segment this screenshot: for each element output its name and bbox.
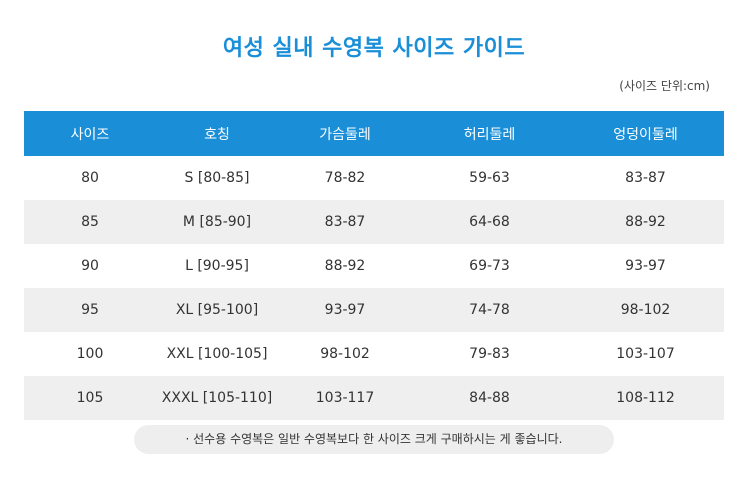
footnote: · 선수용 수영복은 일반 수영복보다 한 사이즈 크게 구매하시는 게 좋습니… bbox=[134, 425, 614, 454]
table-row: 90 L [90-95] 88-92 69-73 93-97 bbox=[24, 244, 724, 288]
cell-waist: 59-63 bbox=[469, 170, 510, 186]
table-row: 95 XL [95-100] 93-97 74-78 98-102 bbox=[24, 288, 724, 332]
size-guide-table: 사이즈 호칭 가슴둘레 허리둘레 엉덩이둘레 80 S [80-85] 78-8… bbox=[24, 111, 724, 420]
header-waist: 허리둘레 bbox=[412, 111, 567, 156]
cell-size: 105 bbox=[24, 376, 156, 420]
cell-size: 95 bbox=[24, 288, 156, 332]
cell-designation: S [80-85] bbox=[184, 170, 250, 186]
cell-bust: 83-87 bbox=[278, 200, 412, 244]
cell-bust: 88-92 bbox=[324, 258, 366, 274]
cell-waist: 64-68 bbox=[412, 200, 567, 244]
cell-waist: 84-88 bbox=[412, 376, 567, 420]
cell-hip: 88-92 bbox=[567, 200, 724, 244]
cell-bust: 103-117 bbox=[278, 376, 412, 420]
table-header-row: 사이즈 호칭 가슴둘레 허리둘레 엉덩이둘레 bbox=[24, 111, 724, 156]
cell-designation: L [90-95] bbox=[185, 258, 249, 274]
cell-hip: 108-112 bbox=[567, 376, 724, 420]
header-size: 사이즈 bbox=[24, 111, 156, 156]
table-row: 105 XXXL [105-110] 103-117 84-88 108-112 bbox=[24, 376, 724, 420]
cell-bust: 98-102 bbox=[320, 346, 370, 362]
cell-hip: 103-107 bbox=[616, 346, 675, 362]
table-row: 80 S [80-85] 78-82 59-63 83-87 bbox=[24, 156, 724, 200]
cell-waist: 79-83 bbox=[469, 346, 510, 362]
page-title: 여성 실내 수영복 사이즈 가이드 bbox=[222, 36, 526, 61]
cell-size: 80 bbox=[81, 170, 99, 186]
table-row: 85 M [85-90] 83-87 64-68 88-92 bbox=[24, 200, 724, 244]
header-designation: 호칭 bbox=[156, 111, 278, 156]
cell-bust: 78-82 bbox=[324, 170, 366, 186]
cell-size: 90 bbox=[81, 258, 99, 274]
cell-hip: 98-102 bbox=[567, 288, 724, 332]
cell-size: 85 bbox=[24, 200, 156, 244]
header-hip: 엉덩이둘레 bbox=[567, 111, 724, 156]
cell-waist: 69-73 bbox=[469, 258, 510, 274]
cell-designation: M [85-90] bbox=[156, 200, 278, 244]
header-bust: 가슴둘레 bbox=[278, 111, 412, 156]
cell-bust: 93-97 bbox=[278, 288, 412, 332]
table-row: 100 XXL [100-105] 98-102 79-83 103-107 bbox=[24, 332, 724, 376]
cell-waist: 74-78 bbox=[412, 288, 567, 332]
cell-designation: XXL [100-105] bbox=[166, 346, 268, 362]
unit-note: (사이즈 단위:cm) bbox=[619, 79, 710, 93]
cell-designation: XL [95-100] bbox=[156, 288, 278, 332]
cell-hip: 93-97 bbox=[625, 258, 666, 274]
cell-size: 100 bbox=[76, 346, 104, 362]
cell-designation: XXXL [105-110] bbox=[156, 376, 278, 420]
cell-hip: 83-87 bbox=[625, 170, 666, 186]
